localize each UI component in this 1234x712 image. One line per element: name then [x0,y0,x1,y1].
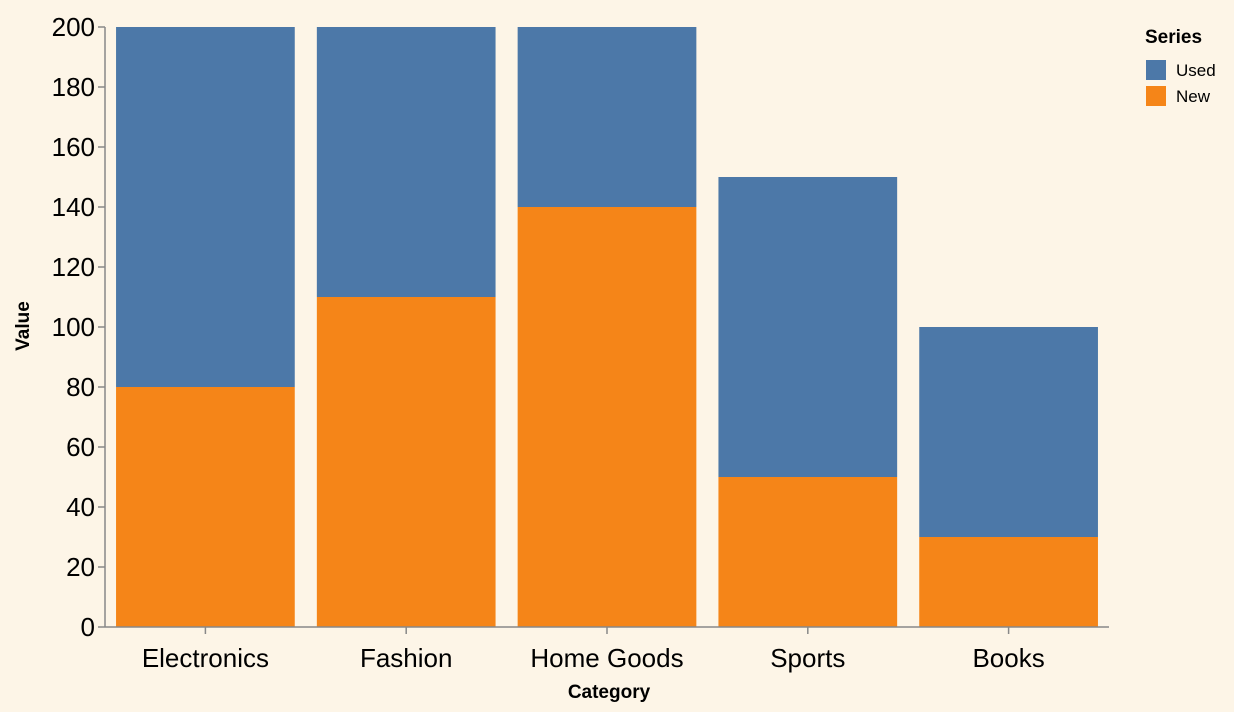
bar-books-new [919,537,1098,627]
bar-sports-new [718,477,898,627]
y-tick-label: 200 [52,12,95,42]
x-axis-title: Category [568,682,651,703]
legend: Series Used New [1145,27,1216,106]
legend-title: Series [1145,27,1202,48]
x-tick-label: Sports [770,643,845,673]
bar-electronics-new [116,387,295,627]
y-tick-label: 180 [52,72,95,102]
y-tick-label: 100 [52,312,95,342]
legend-label-used: Used [1176,61,1216,80]
y-tick-label: 20 [66,552,95,582]
y-axis-title: Value [13,301,34,351]
x-axis: Electronics Fashion Home Goods Sports Books [105,626,1109,673]
x-tick-label: Electronics [142,643,269,673]
bar-fashion-new [316,297,496,627]
y-tick-label: 0 [81,612,95,642]
y-tick-label: 160 [52,132,95,162]
y-tick-label: 140 [52,192,95,222]
bar-home-goods-used [517,27,697,207]
x-tick-label: Fashion [360,643,453,673]
bars-group [116,27,1098,627]
y-tick-label: 40 [66,492,95,522]
legend-swatch-used [1146,60,1166,80]
x-tick-label: Books [972,643,1044,673]
bar-electronics-used [116,27,295,387]
legend-label-new: New [1176,87,1211,106]
bar-fashion-used [316,27,496,297]
bar-books-used [919,327,1098,537]
y-tick-label: 80 [66,372,95,402]
y-axis: 0 20 40 60 80 100 120 140 160 180 200 [52,12,106,642]
y-tick-label: 60 [66,432,95,462]
bar-sports-used [718,177,898,477]
x-tick-label: Home Goods [530,643,683,673]
legend-swatch-new [1146,86,1166,106]
bar-home-goods-new [517,207,697,627]
y-tick-label: 120 [52,252,95,282]
